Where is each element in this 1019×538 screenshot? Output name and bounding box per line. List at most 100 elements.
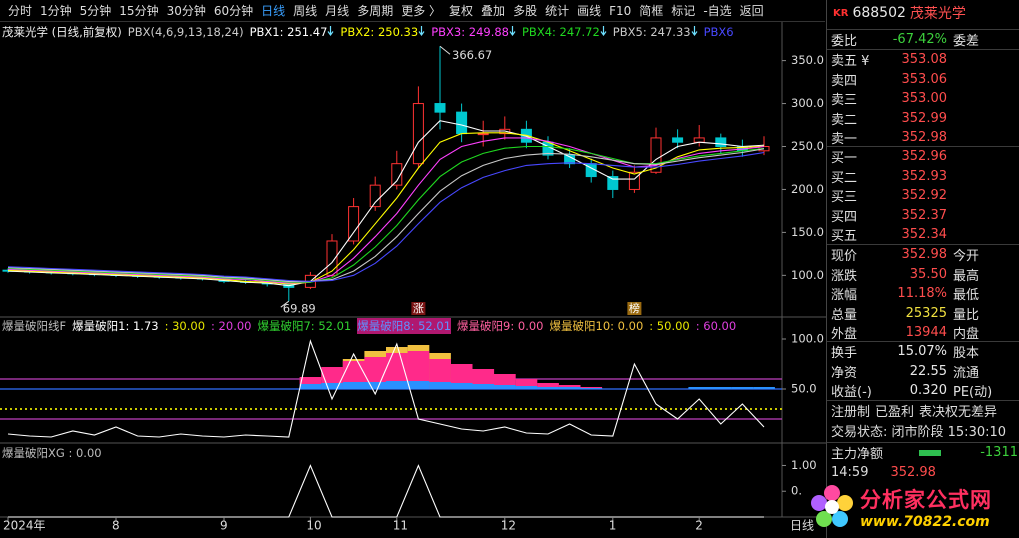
badge-box (627, 302, 642, 315)
toolbar-item[interactable]: 15分钟 (119, 4, 159, 18)
candle-body (715, 137, 727, 147)
quote-row: 现价 352.98 今开 (827, 245, 1019, 265)
stock-code: 688502 (852, 5, 906, 21)
toolbar-item[interactable]: -自选 (703, 4, 732, 18)
flow-row: 主力净额 -1311 (827, 443, 1019, 463)
quote-label: 委差 (953, 34, 980, 50)
candle-body (607, 176, 619, 190)
toolbar-item[interactable]: 标记 (671, 4, 696, 18)
legend-entry: PBX6 (703, 25, 734, 39)
quote-label: 现价 (831, 249, 858, 265)
arrow-icon (691, 26, 698, 37)
toolbar-item[interactable]: 周线 (293, 4, 318, 18)
y-tick-label: 350.0 (791, 53, 824, 67)
quote-label: 最高 (953, 268, 980, 284)
bar (580, 388, 603, 389)
quote-group: 换手 15.07% 股本 净资 22.55 流通 收益(-) 0.320 PE(动) (827, 341, 1019, 401)
quote-label: 收益(-) (831, 385, 872, 401)
watermark-title: 分析家公式网 (860, 488, 992, 512)
tick-row: 14:59 352.98 (827, 463, 1019, 483)
y-tick-label: 300.0 (791, 96, 824, 110)
legend-entry: : 60.00 (695, 319, 737, 333)
legend-entry: 爆量破阳8: 52.01 (357, 318, 452, 334)
bar (515, 379, 538, 389)
low-annotation: 69.89 (283, 302, 316, 316)
bar (342, 382, 365, 389)
quote-label: PE(动) (953, 385, 993, 401)
quote-value: 352.98 (901, 247, 948, 263)
series-line (8, 464, 764, 518)
legend-entry: PBX4: 247.72 (522, 25, 607, 39)
y-tick-label: 200.0 (791, 182, 824, 196)
arrow-icon (600, 26, 607, 37)
series-line (7, 120, 765, 287)
quote-group: 买一 352.96 买二 352.93 买三 352.92 买四 352.37 买五 352.34 (827, 146, 1019, 245)
series-line (7, 151, 765, 282)
toolbar-item[interactable]: F10 (609, 3, 632, 18)
legend-entry: 爆量破阳9: 0.00 (457, 319, 544, 333)
tags-group: 注册制 已盈利 表决权无差异 交易状态: 闭市阶段 15:30:10 (827, 400, 1019, 440)
toolbar-item[interactable]: 多股 (513, 4, 538, 18)
legend-entry: : 30.00 (164, 319, 206, 333)
candle-body (477, 133, 489, 136)
bar (407, 351, 430, 389)
toolbar-item[interactable]: 简框 (639, 4, 664, 18)
toolbar-item[interactable]: 返回 (739, 4, 764, 18)
quote-value: 353.00 (901, 91, 948, 107)
toolbar-item[interactable]: 复权 (449, 4, 474, 18)
tag: 已盈利 (875, 405, 915, 421)
quote-value: 352.93 (901, 168, 948, 184)
toolbar-item[interactable]: 画线 (577, 4, 602, 18)
toolbar-item[interactable]: 月线 (325, 4, 350, 18)
toolbar-item[interactable]: 1分钟 (40, 4, 72, 18)
quote-label: 买一 (831, 151, 858, 167)
indicator-name: PBX(4,6,9,13,18,24) (127, 25, 244, 39)
quote-value: 0.320 (909, 383, 947, 399)
badge-box (411, 302, 426, 315)
tick-price: 352.98 (890, 464, 936, 480)
indicator-title: 爆量破阳XG : 0.00 (2, 446, 102, 460)
legend-entry: PBX1: 251.47 (250, 25, 335, 39)
toolbar-item[interactable]: 30分钟 (166, 4, 206, 18)
toolbar-item[interactable]: 叠加 (481, 4, 506, 18)
toolbar-item[interactable]: 5分钟 (79, 4, 112, 18)
candle-body (628, 171, 640, 190)
quote-value: 35.50 (909, 266, 947, 282)
y-tick-label: 0. (791, 484, 802, 498)
quote-value: 25325 (905, 305, 947, 321)
bar (688, 387, 711, 389)
toolbar-item[interactable]: 多周期 (357, 4, 394, 18)
flow-bar (919, 449, 942, 456)
quote-value: 352.92 (901, 188, 948, 204)
toolbar-item[interactable]: 统计 (545, 4, 570, 18)
quote-row: 净资 22.55 流通 (827, 362, 1019, 382)
candle-body (434, 103, 446, 113)
quote-group: 现价 352.98 今开 涨跌 35.50 最高 涨幅 11.18% 最低 总量 25325 量比 外盘… (827, 244, 1019, 343)
quote-label: 股本 (953, 346, 980, 362)
watermark: 分析家公式网 www.70822.com (808, 478, 1016, 536)
stock-header: KR 688502 茂莱光学 (833, 3, 966, 23)
y-tick-label: 1.00 (791, 458, 817, 472)
legend-entry: PBX3: 249.88 (431, 25, 516, 39)
toolbar-item[interactable]: 更多 〉 (401, 4, 442, 18)
quote-row: 收益(-) 0.320 PE(动) (827, 381, 1019, 401)
bar (450, 383, 473, 389)
chart-title: 茂莱光学 (日线,前复权) (2, 25, 122, 39)
high-annotation: 366.67 (452, 48, 492, 62)
tick-time: 14:59 (831, 464, 869, 480)
toolbar-item[interactable]: 分时 (8, 4, 33, 18)
quote-value: 15.07% (897, 344, 947, 360)
indicator-title: 爆量破阳线F (2, 319, 67, 333)
bar (537, 387, 559, 389)
quote-row: 涨幅 11.18% 最低 (827, 284, 1019, 304)
x-tick-label: 9 (220, 519, 228, 533)
candle-body (456, 111, 468, 135)
quote-label: 买三 (831, 190, 858, 206)
stock-name: 茂莱光学 (909, 6, 966, 22)
quote-row: 换手 15.07% 股本 (827, 342, 1019, 362)
quote-label: 内盘 (953, 327, 980, 343)
quote-label: 买四 (831, 209, 858, 225)
toolbar-item[interactable]: 60分钟 (213, 4, 254, 18)
toolbar-item[interactable]: 日线 (261, 4, 286, 18)
